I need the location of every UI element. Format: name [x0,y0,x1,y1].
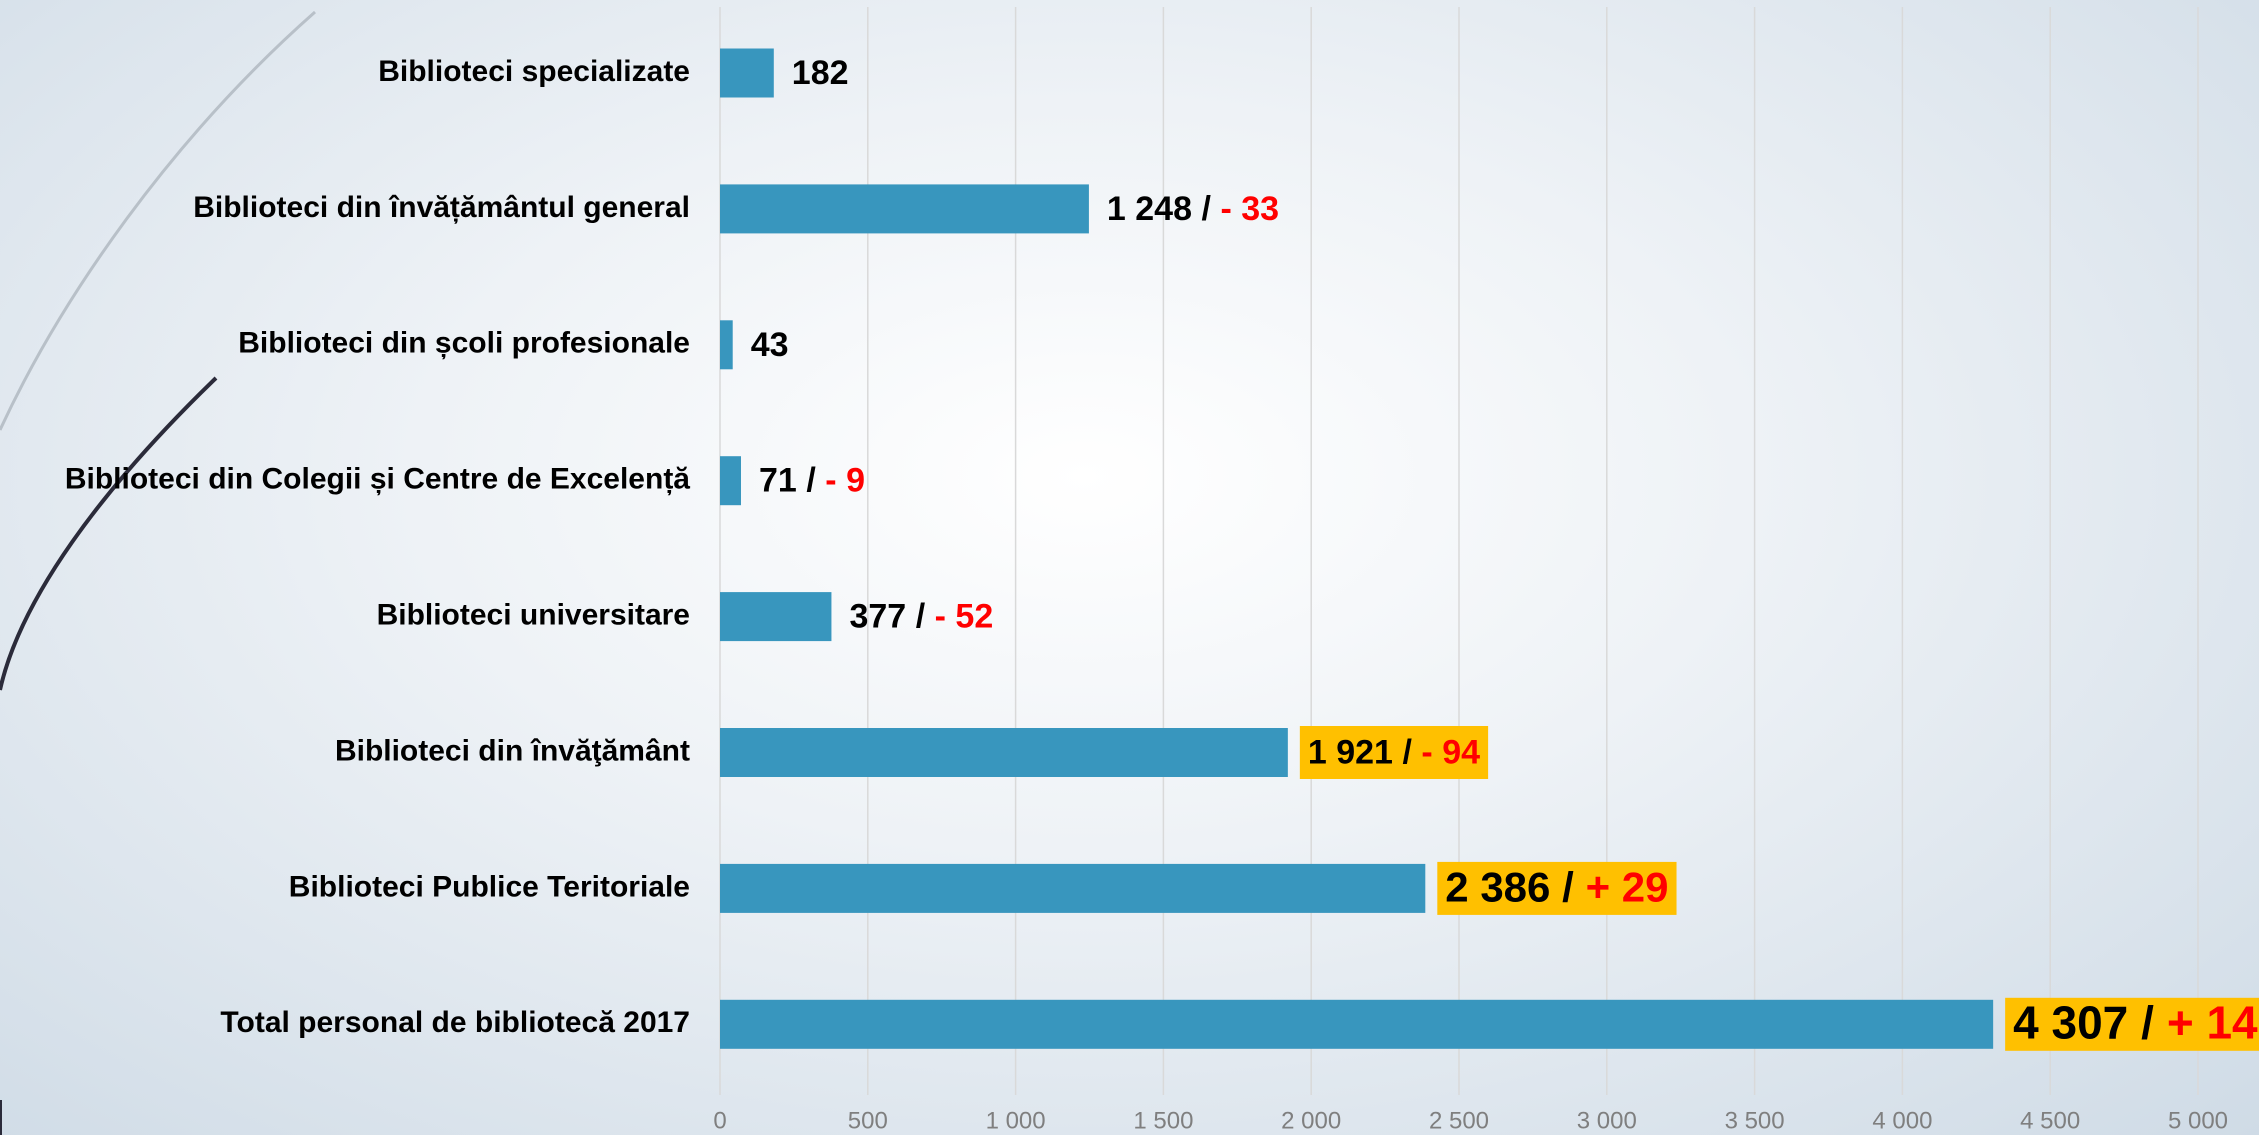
bar [720,999,1994,1049]
value-number: 71 [759,462,797,500]
value-label-highlight [2005,997,2259,1051]
value-label: 71/- 9 [759,462,865,500]
value-label: 43 [751,326,789,364]
value-change: - 9 [825,462,865,500]
bar [720,320,733,370]
value-separator: / [1562,863,1574,910]
value-separator: / [806,462,816,500]
value-label-highlight [1437,861,1677,915]
x-tick-label: 0 [713,1107,726,1134]
bar [720,728,1288,777]
value-change: - 94 [1421,733,1480,771]
value-label: 1 248 /- 33 [1107,190,1279,228]
value-label: 1 921/- 94 [1308,733,1480,771]
value-separator: / [2141,996,2154,1048]
value-separator: / [1402,733,1412,771]
y-tick-label: Biblioteci din învățământul general [193,191,690,224]
x-tick-label: 1 500 [1133,1107,1193,1134]
x-tick-label: 5 000 [2168,1107,2228,1134]
value-number: 1 248 [1107,190,1192,228]
value-number: 377 [849,598,906,636]
y-tick-label: Biblioteci universitare [377,599,690,632]
value-label: 2 386 / + 29 [1445,863,1668,910]
value-label: 182 [792,54,849,92]
bar [720,456,741,506]
y-tick-label: Biblioteci din învăţământ [335,734,690,767]
x-tick-label: 4 000 [1872,1107,1932,1134]
bar [720,184,1089,234]
bar [720,48,774,98]
x-tick-label: 1 000 [986,1107,1046,1134]
decor-curve [0,376,218,1135]
marks: Biblioteci specializate 182 Biblioteci din… [65,48,2259,1051]
decor-curve [0,10,316,431]
x-tick-label: 2 000 [1281,1107,1341,1134]
y-tick-label: Biblioteci specializate [378,55,690,88]
y-tick-label: Biblioteci din școli profesionale [238,327,690,360]
value-change: + 29 [1586,863,1669,910]
x-tick-label: 4 500 [2020,1107,2080,1134]
y-tick-label: Total personal de bibliotecă 2017 [220,1006,690,1039]
value-number: 4 307 [2013,996,2128,1048]
value-number: 43 [751,326,789,364]
value-number: 2 386 [1445,863,1550,910]
grid: 0 500 1 000 1 500 2 000 2 500 3 000 3 500 4 000 4… [713,7,2228,1134]
value-number: 182 [792,54,849,92]
x-tick-label: 3 000 [1577,1107,1637,1134]
y-tick-label: Biblioteci Publice Teritoriale [289,870,690,903]
x-tick-label: 500 [848,1107,888,1134]
bar [720,592,832,642]
value-number: 1 921 [1308,733,1393,771]
x-tick-label: 2 500 [1429,1107,1489,1134]
value-separator: / [1202,190,1212,228]
x-tick-label: 3 500 [1725,1107,1785,1134]
bar [720,863,1426,913]
value-change: - 52 [935,598,994,636]
y-tick-label: Biblioteci din Colegii și Centre de Exce… [65,463,690,496]
value-label-highlight [1299,726,1489,779]
value-label: 4 307/+ 14 [2013,996,2258,1048]
value-change: + 14 [2167,996,2258,1048]
value-separator: / [916,598,926,636]
value-change: - 33 [1220,190,1279,228]
value-label: 377 /- 52 [849,598,993,636]
